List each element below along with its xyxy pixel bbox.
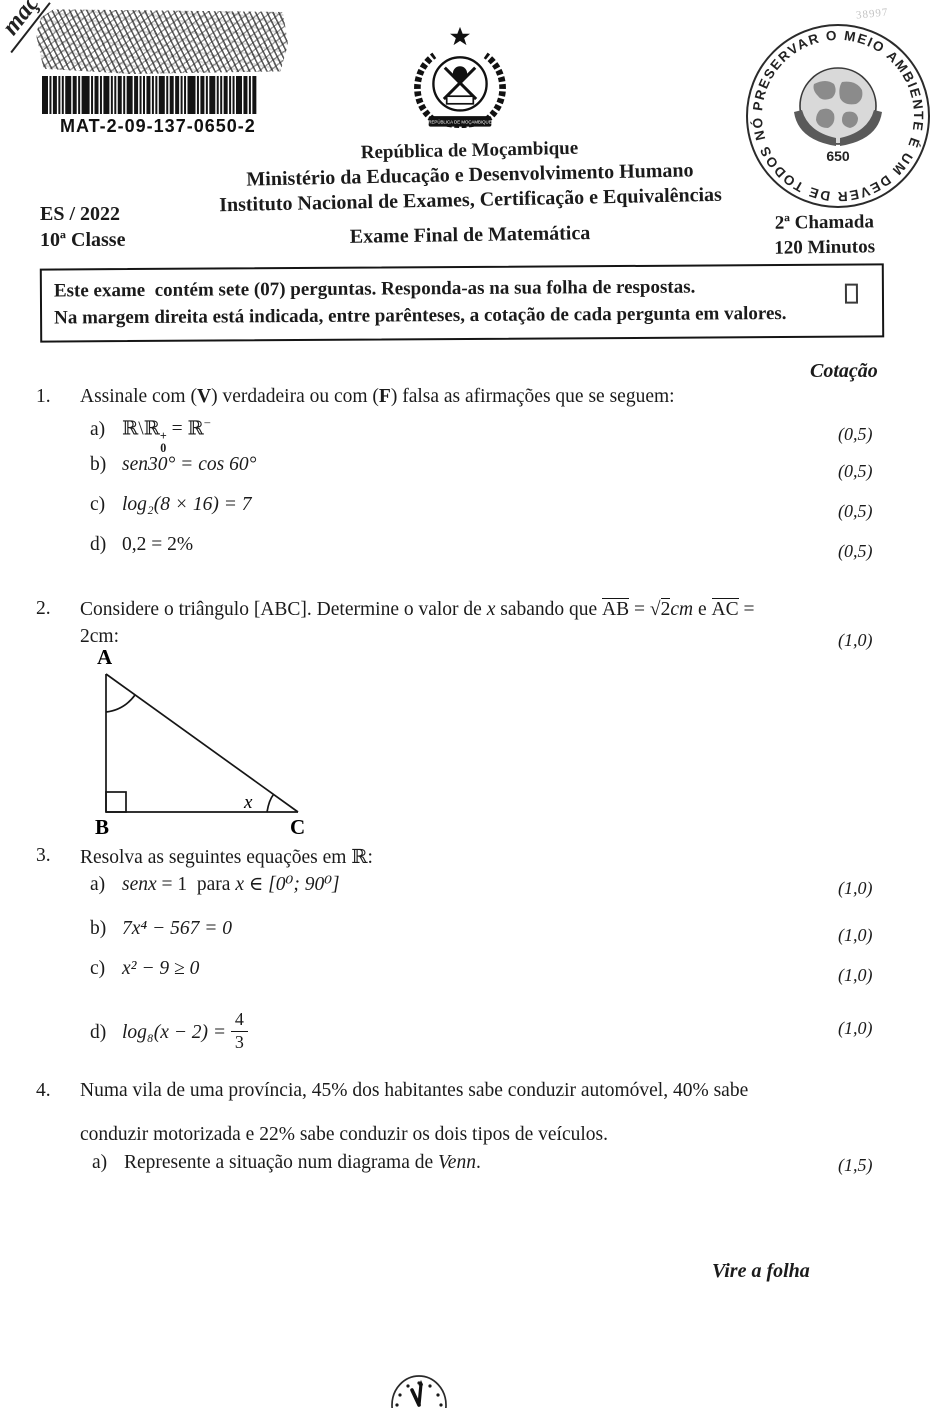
turn-page-note: Vire a folha [712, 1260, 810, 1282]
question-4-line1: Numa vila de uma província, 45% dos habi… [80, 1080, 749, 1101]
q3-c-cotacao: (1,0) [838, 965, 873, 985]
notice-box: Este exame contém sete (07) perguntas. R… [39, 263, 885, 343]
exam-session-block: ES / 2022 10ª Classe [40, 201, 125, 253]
exam-call: 2ª Chamada [774, 211, 875, 234]
q1-item-a: a) ℝ\ℝ +0 = ℝ− [90, 416, 211, 456]
question-4-number: 4. [36, 1080, 51, 1101]
environment-stamp-icon: PRESERVAR O MEIO AMBIENTE É UM DEVER DE … [742, 20, 930, 208]
coat-of-arms-icon: REPÚBLICA DE MOÇAMBIQUE [414, 26, 506, 129]
q1-d-cotacao: (0,5) [838, 541, 873, 561]
question-2-line2: 2cm: [80, 626, 119, 647]
document-header: República de Moçambique Ministério da Ed… [139, 131, 800, 220]
q1-item-b: b) sen30° = cos 60° [90, 454, 257, 475]
barcode-label: MAT-2-09-137-0650-2 [60, 116, 256, 136]
question-3-number: 3. [36, 845, 51, 866]
question-1-text: Assinale com (V) verdadeira ou com (F) f… [80, 386, 675, 407]
q3-d-cotacao: (1,0) [838, 1018, 873, 1038]
scribble-block [36, 9, 288, 74]
q4-a-cotacao: (1,5) [838, 1155, 873, 1175]
q3-item-a: a) senx = 1 para x ∈ [0⁰; 90⁰] [90, 874, 340, 895]
q3-item-b: b) 7x⁴ − 567 = 0 [90, 918, 233, 939]
stamp-hand-left [794, 110, 836, 146]
exam-title: Exame Final de Matemática [349, 222, 591, 248]
vertex-label-b: B [95, 815, 109, 839]
question-2-number: 2. [36, 598, 51, 619]
q4-item-a: a) Represente a situação num diagrama de … [92, 1152, 481, 1173]
stamp-number: 650 [826, 148, 850, 164]
vertex-label-a: A [97, 648, 113, 669]
emblem-banner [428, 116, 492, 127]
barcode-bars-icon [42, 76, 257, 114]
q2-cotacao: (1,0) [838, 630, 873, 650]
triangle-figure: A B C x [95, 648, 305, 839]
q1-a-cotacao: (0,5) [838, 424, 873, 444]
q1-item-d: d) 0,2 = 2% [90, 534, 194, 555]
angle-x-label: x [243, 792, 253, 813]
vertex-label-c: C [290, 815, 305, 839]
question-2-text: Considere o triângulo [ABC]. Determine o… [80, 598, 755, 620]
barcode [42, 76, 287, 122]
notice-line-2: Na margem direita está indicada, entre p… [54, 303, 787, 329]
exam-grade: 10ª Classe [40, 229, 126, 251]
exam-duration: 120 Minutos [774, 236, 876, 259]
q1-item-c: c) log₂(8 × 16) = 7 [90, 494, 252, 515]
exam-call-block: 2ª Chamada 120 Minutos [762, 209, 888, 261]
question-3-text: Resolva as seguintes equações em ℝ: [80, 847, 373, 868]
q3-item-c: c) x² − 9 ≥ 0 [90, 958, 200, 979]
q3-a-cotacao: (1,0) [838, 878, 873, 898]
stamp-hand-right [840, 110, 882, 146]
emblem-banner-text: REPÚBLICA DE MOÇAMBIQUE [428, 119, 491, 124]
q3-b-cotacao: (1,0) [838, 925, 873, 945]
cotacao-header: Cotação [810, 360, 878, 382]
clock-stamp-icon [391, 1375, 447, 1408]
q1-b-cotacao: (0,5) [838, 461, 873, 481]
emblem-star [450, 26, 470, 46]
question-4-line2: conduzir motorizada e 22% sabe conduzir … [80, 1124, 608, 1145]
question-1-number: 1. [36, 386, 51, 407]
empty-box-glyph [844, 283, 859, 304]
q1-c-cotacao: (0,5) [838, 501, 873, 521]
exam-session: ES / 2022 [40, 203, 121, 225]
